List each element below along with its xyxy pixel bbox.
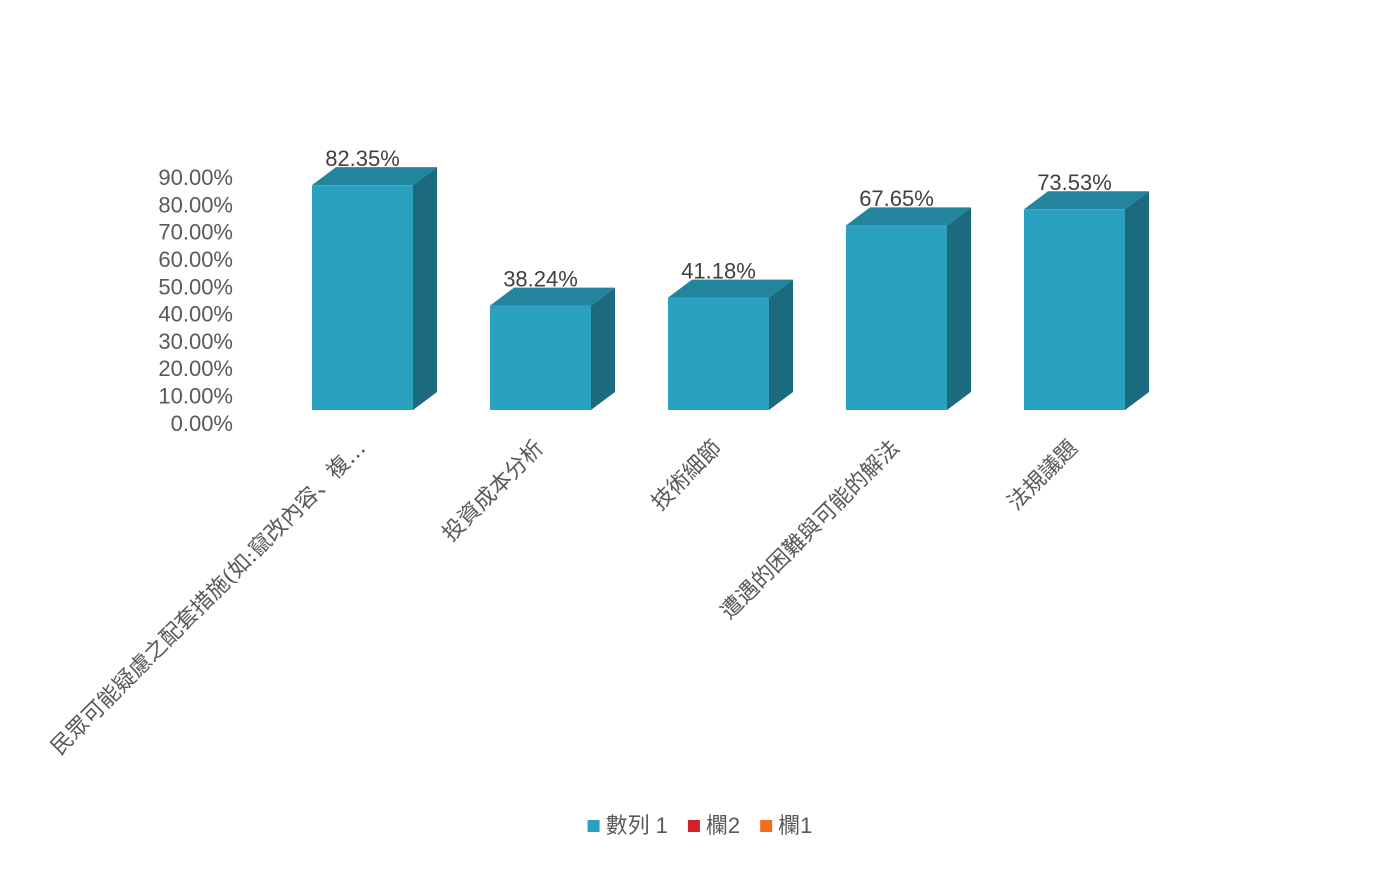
bar [846, 207, 971, 410]
x-tick-label: 法規議題 [1003, 436, 1083, 516]
bar-top [668, 279, 793, 298]
bar-side [413, 167, 437, 410]
bar [668, 279, 793, 410]
x-tick-label: 民眾可能疑慮之配套措施(如:竄改內容、複… [46, 436, 371, 761]
legend-swatch [587, 820, 600, 832]
bar-front [312, 185, 413, 410]
bar-front [1024, 209, 1125, 410]
bar-top [312, 167, 437, 186]
legend-swatch [687, 820, 700, 832]
bar-side [1125, 191, 1149, 410]
bar-side [769, 279, 793, 410]
bar-side [947, 207, 971, 410]
y-tick-label: 60.00% [158, 247, 233, 272]
legend-swatch [760, 820, 773, 832]
x-tick-label: 投資成本分析 [438, 436, 549, 547]
data-label: 41.18% [681, 258, 756, 283]
y-tick-label: 70.00% [158, 220, 233, 245]
data-label: 82.35% [325, 146, 400, 171]
bar-top [846, 207, 971, 226]
y-tick-label: 50.00% [158, 274, 233, 299]
bar-top [490, 287, 615, 306]
data-label: 38.24% [503, 266, 578, 291]
data-label: 73.53% [1037, 170, 1112, 195]
bar [490, 287, 615, 410]
y-tick-label: 40.00% [158, 302, 233, 327]
y-tick-label: 90.00% [158, 165, 233, 190]
y-tick-label: 10.00% [158, 384, 233, 409]
legend-label: 欄2 [706, 813, 740, 838]
bar-front [846, 225, 947, 410]
data-label: 67.65% [859, 186, 934, 211]
bar-front [668, 297, 769, 410]
y-tick-label: 80.00% [158, 192, 233, 217]
legend-label: 欄1 [778, 813, 812, 838]
legend: 數列 1 欄2 欄1 [587, 813, 812, 838]
y-tick-label: 30.00% [158, 329, 233, 354]
x-tick-label: 遭遇的困難與可能的解法 [716, 436, 905, 625]
y-tick-label: 0.00% [171, 411, 233, 436]
x-tick-label: 技術細節 [647, 436, 727, 516]
bar [1024, 191, 1149, 410]
bar-top [1024, 191, 1149, 210]
legend-label: 數列 1 [606, 813, 668, 838]
bar [312, 167, 437, 410]
bar-front [490, 305, 591, 410]
y-tick-label: 20.00% [158, 356, 233, 381]
bar-side [591, 287, 615, 410]
